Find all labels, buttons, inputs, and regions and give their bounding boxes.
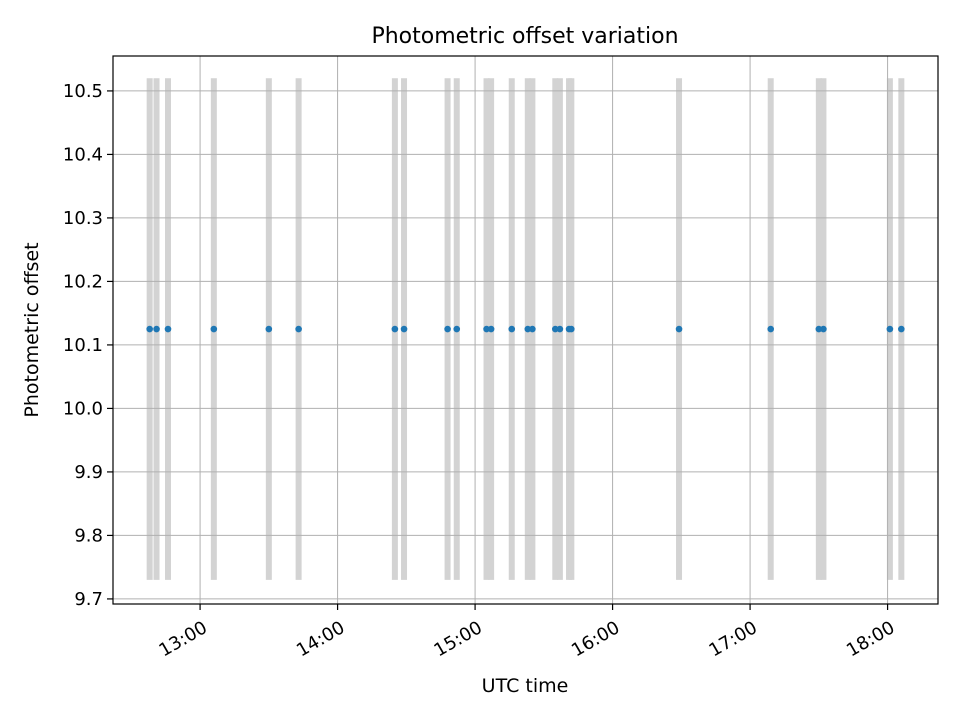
data-point-21 (815, 325, 823, 333)
data-point-3 (210, 325, 218, 333)
data-point-1 (153, 325, 160, 333)
y-tick-label-5: 10.2 (63, 271, 103, 292)
data-point-0 (146, 325, 153, 333)
chart-title: Photometric offset variation (371, 24, 678, 49)
data-point-15 (551, 325, 559, 333)
y-tick-label-1: 9.8 (74, 525, 103, 546)
y-tick-label-6: 10.3 (63, 208, 103, 229)
y-tick-label-4: 10.1 (63, 335, 103, 356)
data-point-6 (391, 325, 399, 333)
y-tick-label-3: 10.0 (63, 398, 103, 419)
data-point-12 (508, 325, 516, 333)
y-tick-label-2: 9.9 (74, 462, 103, 483)
axes-frame (112, 55, 939, 605)
data-point-7 (400, 325, 408, 333)
data-point-11 (487, 325, 495, 333)
y-axis-ticks: 9.7 9.8 9.9 10.0 10.1 10.2 10.3 10.4 10.5 (63, 81, 113, 610)
data-point-24 (898, 325, 905, 333)
grid-lines (113, 56, 938, 604)
data-point-19 (675, 325, 683, 333)
data-point-14 (529, 325, 536, 333)
y-tick-label-8: 10.5 (63, 81, 103, 102)
y-tick-label-7: 10.4 (63, 144, 103, 165)
data-point-9 (453, 325, 461, 333)
data-point-23 (886, 325, 894, 333)
data-point-10 (483, 325, 490, 333)
data-point-16 (556, 325, 564, 333)
x-axis-label: UTC time (482, 675, 569, 697)
data-point-18 (568, 325, 575, 333)
data-points (146, 325, 905, 333)
data-point-8 (444, 325, 451, 333)
data-point-20 (767, 325, 775, 333)
data-point-5 (295, 325, 302, 333)
y-axis-label: Photometric offset (21, 242, 43, 417)
data-point-4 (265, 325, 273, 333)
data-point-13 (524, 325, 532, 333)
data-point-22 (820, 325, 827, 333)
y-tick-label-0: 9.7 (74, 589, 103, 610)
data-point-2 (164, 325, 172, 333)
